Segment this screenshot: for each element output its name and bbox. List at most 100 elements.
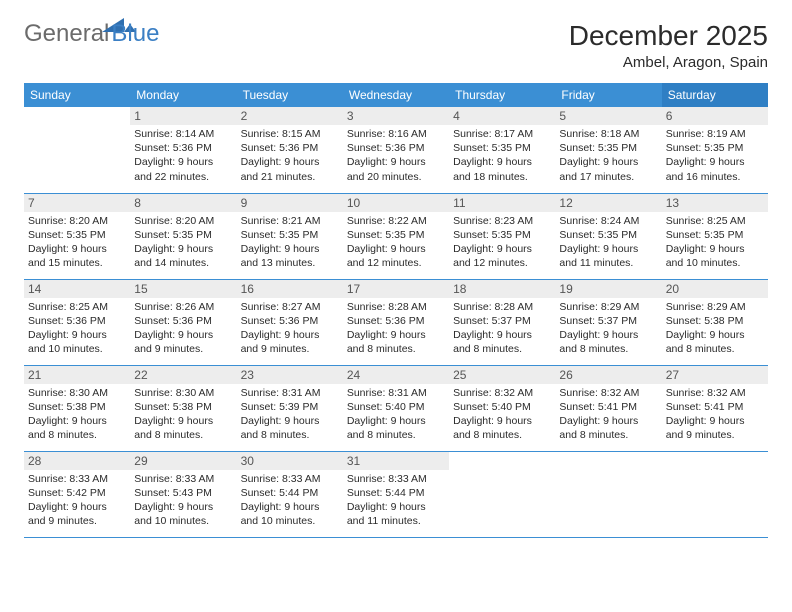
- page-title: December 2025: [569, 20, 768, 52]
- day-number: 2: [237, 107, 343, 125]
- calendar-day-cell: [449, 451, 555, 537]
- calendar-day-cell: [555, 451, 661, 537]
- day-number: 16: [237, 280, 343, 298]
- calendar-day-cell: 21Sunrise: 8:30 AMSunset: 5:38 PMDayligh…: [24, 365, 130, 451]
- day-details: Sunrise: 8:28 AMSunset: 5:37 PMDaylight:…: [453, 300, 551, 357]
- day-number: 19: [555, 280, 661, 298]
- day-number: 8: [130, 194, 236, 212]
- day-details: Sunrise: 8:27 AMSunset: 5:36 PMDaylight:…: [241, 300, 339, 357]
- calendar-day-cell: 17 Sunrise: 8:28 AMSunset: 5:36 PMDayligh…: [343, 279, 449, 365]
- day-number: 24: [343, 366, 449, 384]
- calendar-day-cell: 24 Sunrise: 8:31 AMSunset: 5:40 PMDayligh…: [343, 365, 449, 451]
- day-details: Sunrise: 8:17 AMSunset: 5:35 PMDaylight:…: [453, 127, 551, 184]
- calendar-day-cell: 3 Sunrise: 8:16 AMSunset: 5:36 PMDaylight…: [343, 107, 449, 193]
- day-details: Sunrise: 8:16 AMSunset: 5:36 PMDaylight:…: [347, 127, 445, 184]
- day-number: 6: [662, 107, 768, 125]
- day-number: 7: [24, 194, 130, 212]
- calendar-week-row: 21Sunrise: 8:30 AMSunset: 5:38 PMDayligh…: [24, 365, 768, 451]
- calendar-day-cell: [662, 451, 768, 537]
- calendar-day-cell: 7Sunrise: 8:20 AMSunset: 5:35 PMDaylight…: [24, 193, 130, 279]
- calendar-day-cell: 26 Sunrise: 8:32 AMSunset: 5:41 PMDayligh…: [555, 365, 661, 451]
- day-number: [555, 452, 661, 470]
- calendar-day-cell: 2Sunrise: 8:15 AMSunset: 5:36 PMDaylight…: [237, 107, 343, 193]
- calendar-day-cell: 31 Sunrise: 8:33 AMSunset: 5:44 PMDayligh…: [343, 451, 449, 537]
- day-details: Sunrise: 8:31 AMSunset: 5:40 PMDaylight:…: [347, 386, 445, 443]
- day-number: 22: [130, 366, 236, 384]
- calendar-day-cell: 10 Sunrise: 8:22 AMSunset: 5:35 PMDayligh…: [343, 193, 449, 279]
- day-details: Sunrise: 8:32 AMSunset: 5:40 PMDaylight:…: [453, 386, 551, 443]
- day-details: Sunrise: 8:29 AMSunset: 5:38 PMDaylight:…: [666, 300, 764, 357]
- header: GeneralBlue December 2025 Ambel, Aragon,…: [24, 20, 768, 71]
- calendar-body: 1 Sunrise: 8:14 AMSunset: 5:36 PMDaylight…: [24, 107, 768, 537]
- day-number: 13: [662, 194, 768, 212]
- day-details: Sunrise: 8:25 AMSunset: 5:36 PMDaylight:…: [28, 300, 126, 357]
- day-number: 28: [24, 452, 130, 470]
- calendar-day-cell: 29Sunrise: 8:33 AMSunset: 5:43 PMDayligh…: [130, 451, 236, 537]
- day-details: Sunrise: 8:26 AMSunset: 5:36 PMDaylight:…: [134, 300, 232, 357]
- weekday-header: Saturday: [662, 83, 768, 107]
- calendar-week-row: 1 Sunrise: 8:14 AMSunset: 5:36 PMDaylight…: [24, 107, 768, 193]
- weekday-header: Tuesday: [237, 83, 343, 107]
- calendar-day-cell: [24, 107, 130, 193]
- calendar-day-cell: 14 Sunrise: 8:25 AMSunset: 5:36 PMDayligh…: [24, 279, 130, 365]
- calendar-week-row: 7Sunrise: 8:20 AMSunset: 5:35 PMDaylight…: [24, 193, 768, 279]
- day-details: Sunrise: 8:30 AMSunset: 5:38 PMDaylight:…: [134, 386, 232, 443]
- logo-text-general: General: [24, 20, 109, 48]
- day-number: 14: [24, 280, 130, 298]
- day-number: 17: [343, 280, 449, 298]
- day-details: Sunrise: 8:31 AMSunset: 5:39 PMDaylight:…: [241, 386, 339, 443]
- day-number: 20: [662, 280, 768, 298]
- day-number: [449, 452, 555, 470]
- day-number: 26: [555, 366, 661, 384]
- day-number: 10: [343, 194, 449, 212]
- day-details: Sunrise: 8:28 AMSunset: 5:36 PMDaylight:…: [347, 300, 445, 357]
- day-details: Sunrise: 8:20 AMSunset: 5:35 PMDaylight:…: [134, 214, 232, 271]
- calendar-day-cell: 1 Sunrise: 8:14 AMSunset: 5:36 PMDaylight…: [130, 107, 236, 193]
- calendar-day-cell: 18 Sunrise: 8:28 AMSunset: 5:37 PMDayligh…: [449, 279, 555, 365]
- day-details: Sunrise: 8:21 AMSunset: 5:35 PMDaylight:…: [241, 214, 339, 271]
- day-number: [24, 107, 130, 125]
- day-number: [662, 452, 768, 470]
- day-number: 9: [237, 194, 343, 212]
- calendar-day-cell: 25 Sunrise: 8:32 AMSunset: 5:40 PMDayligh…: [449, 365, 555, 451]
- day-details: Sunrise: 8:32 AMSunset: 5:41 PMDaylight:…: [666, 386, 764, 443]
- calendar-day-cell: 16 Sunrise: 8:27 AMSunset: 5:36 PMDayligh…: [237, 279, 343, 365]
- day-number: 3: [343, 107, 449, 125]
- day-details: Sunrise: 8:14 AMSunset: 5:36 PMDaylight:…: [134, 127, 232, 184]
- calendar-day-cell: 5Sunrise: 8:18 AMSunset: 5:35 PMDaylight…: [555, 107, 661, 193]
- day-number: 31: [343, 452, 449, 470]
- calendar-day-cell: 19Sunrise: 8:29 AMSunset: 5:37 PMDayligh…: [555, 279, 661, 365]
- weekday-header: Thursday: [449, 83, 555, 107]
- weekday-header: Monday: [130, 83, 236, 107]
- page: GeneralBlue December 2025 Ambel, Aragon,…: [0, 0, 792, 558]
- day-details: Sunrise: 8:33 AMSunset: 5:44 PMDaylight:…: [347, 472, 445, 529]
- day-details: Sunrise: 8:22 AMSunset: 5:35 PMDaylight:…: [347, 214, 445, 271]
- day-number: 18: [449, 280, 555, 298]
- calendar-week-row: 14 Sunrise: 8:25 AMSunset: 5:36 PMDayligh…: [24, 279, 768, 365]
- calendar-day-cell: 30Sunrise: 8:33 AMSunset: 5:44 PMDayligh…: [237, 451, 343, 537]
- day-details: Sunrise: 8:33 AMSunset: 5:43 PMDaylight:…: [134, 472, 232, 529]
- calendar-day-cell: 13Sunrise: 8:25 AMSunset: 5:35 PMDayligh…: [662, 193, 768, 279]
- day-number: 23: [237, 366, 343, 384]
- calendar-day-cell: 20 Sunrise: 8:29 AMSunset: 5:38 PMDayligh…: [662, 279, 768, 365]
- location-subtitle: Ambel, Aragon, Spain: [569, 54, 768, 71]
- calendar-day-cell: 28Sunrise: 8:33 AMSunset: 5:42 PMDayligh…: [24, 451, 130, 537]
- day-number: 15: [130, 280, 236, 298]
- calendar-day-cell: 12Sunrise: 8:24 AMSunset: 5:35 PMDayligh…: [555, 193, 661, 279]
- day-details: Sunrise: 8:32 AMSunset: 5:41 PMDaylight:…: [559, 386, 657, 443]
- day-number: 4: [449, 107, 555, 125]
- day-number: 11: [449, 194, 555, 212]
- calendar-day-cell: 15 Sunrise: 8:26 AMSunset: 5:36 PMDayligh…: [130, 279, 236, 365]
- calendar-day-cell: 22 Sunrise: 8:30 AMSunset: 5:38 PMDayligh…: [130, 365, 236, 451]
- day-number: 1: [130, 107, 236, 125]
- weekday-header: Sunday: [24, 83, 130, 107]
- weekday-header: Friday: [555, 83, 661, 107]
- day-number: 25: [449, 366, 555, 384]
- calendar-header-row: SundayMondayTuesdayWednesdayThursdayFrid…: [24, 83, 768, 107]
- calendar-week-row: 28Sunrise: 8:33 AMSunset: 5:42 PMDayligh…: [24, 451, 768, 537]
- day-number: 30: [237, 452, 343, 470]
- day-details: Sunrise: 8:18 AMSunset: 5:35 PMDaylight:…: [559, 127, 657, 184]
- title-block: December 2025 Ambel, Aragon, Spain: [569, 20, 768, 71]
- logo: GeneralBlue: [24, 20, 159, 48]
- calendar-day-cell: 9 Sunrise: 8:21 AMSunset: 5:35 PMDaylight…: [237, 193, 343, 279]
